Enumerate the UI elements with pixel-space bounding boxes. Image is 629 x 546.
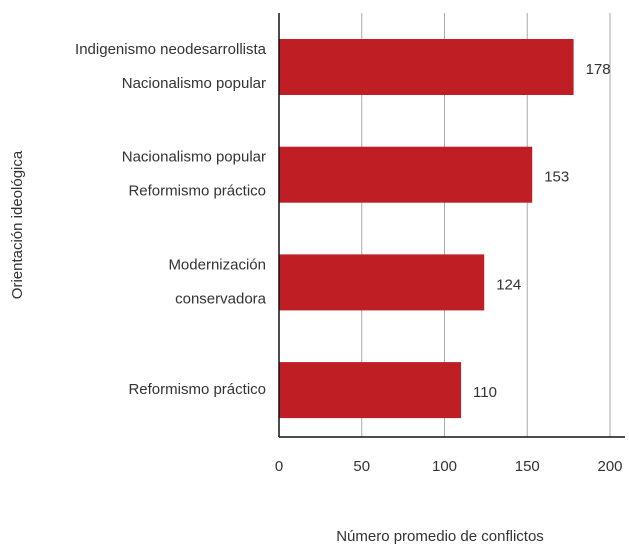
value-label: 178 bbox=[586, 61, 611, 78]
bar bbox=[279, 146, 533, 203]
value-label: 110 bbox=[473, 384, 497, 401]
bar bbox=[279, 39, 574, 95]
value-label: 153 bbox=[544, 169, 569, 186]
x-tick-label: 200 bbox=[597, 458, 622, 475]
bar bbox=[279, 362, 462, 419]
y-tick-label: Nacionalismo popular bbox=[122, 75, 266, 92]
x-axis-label: Número promedio de conflictos bbox=[336, 528, 544, 545]
bar bbox=[279, 254, 485, 311]
x-tick-label: 100 bbox=[432, 458, 457, 475]
y-tick-label: conservadora bbox=[175, 290, 267, 307]
y-tick-label: Reformismo práctico bbox=[128, 381, 266, 398]
value-label: 124 bbox=[496, 276, 521, 293]
x-tick-label: 0 bbox=[275, 458, 283, 475]
y-tick-label: Reformismo práctico bbox=[128, 183, 266, 200]
y-tick-label: Indigenismo neodesarrollista bbox=[75, 41, 267, 58]
y-tick-label: Nacionalismo popular bbox=[122, 149, 266, 166]
y-tick-label: Modernización bbox=[168, 256, 266, 273]
x-tick-label: 150 bbox=[515, 458, 540, 475]
x-tick-label: 50 bbox=[353, 458, 370, 475]
y-axis-label: Orientación ideológica bbox=[9, 150, 26, 299]
